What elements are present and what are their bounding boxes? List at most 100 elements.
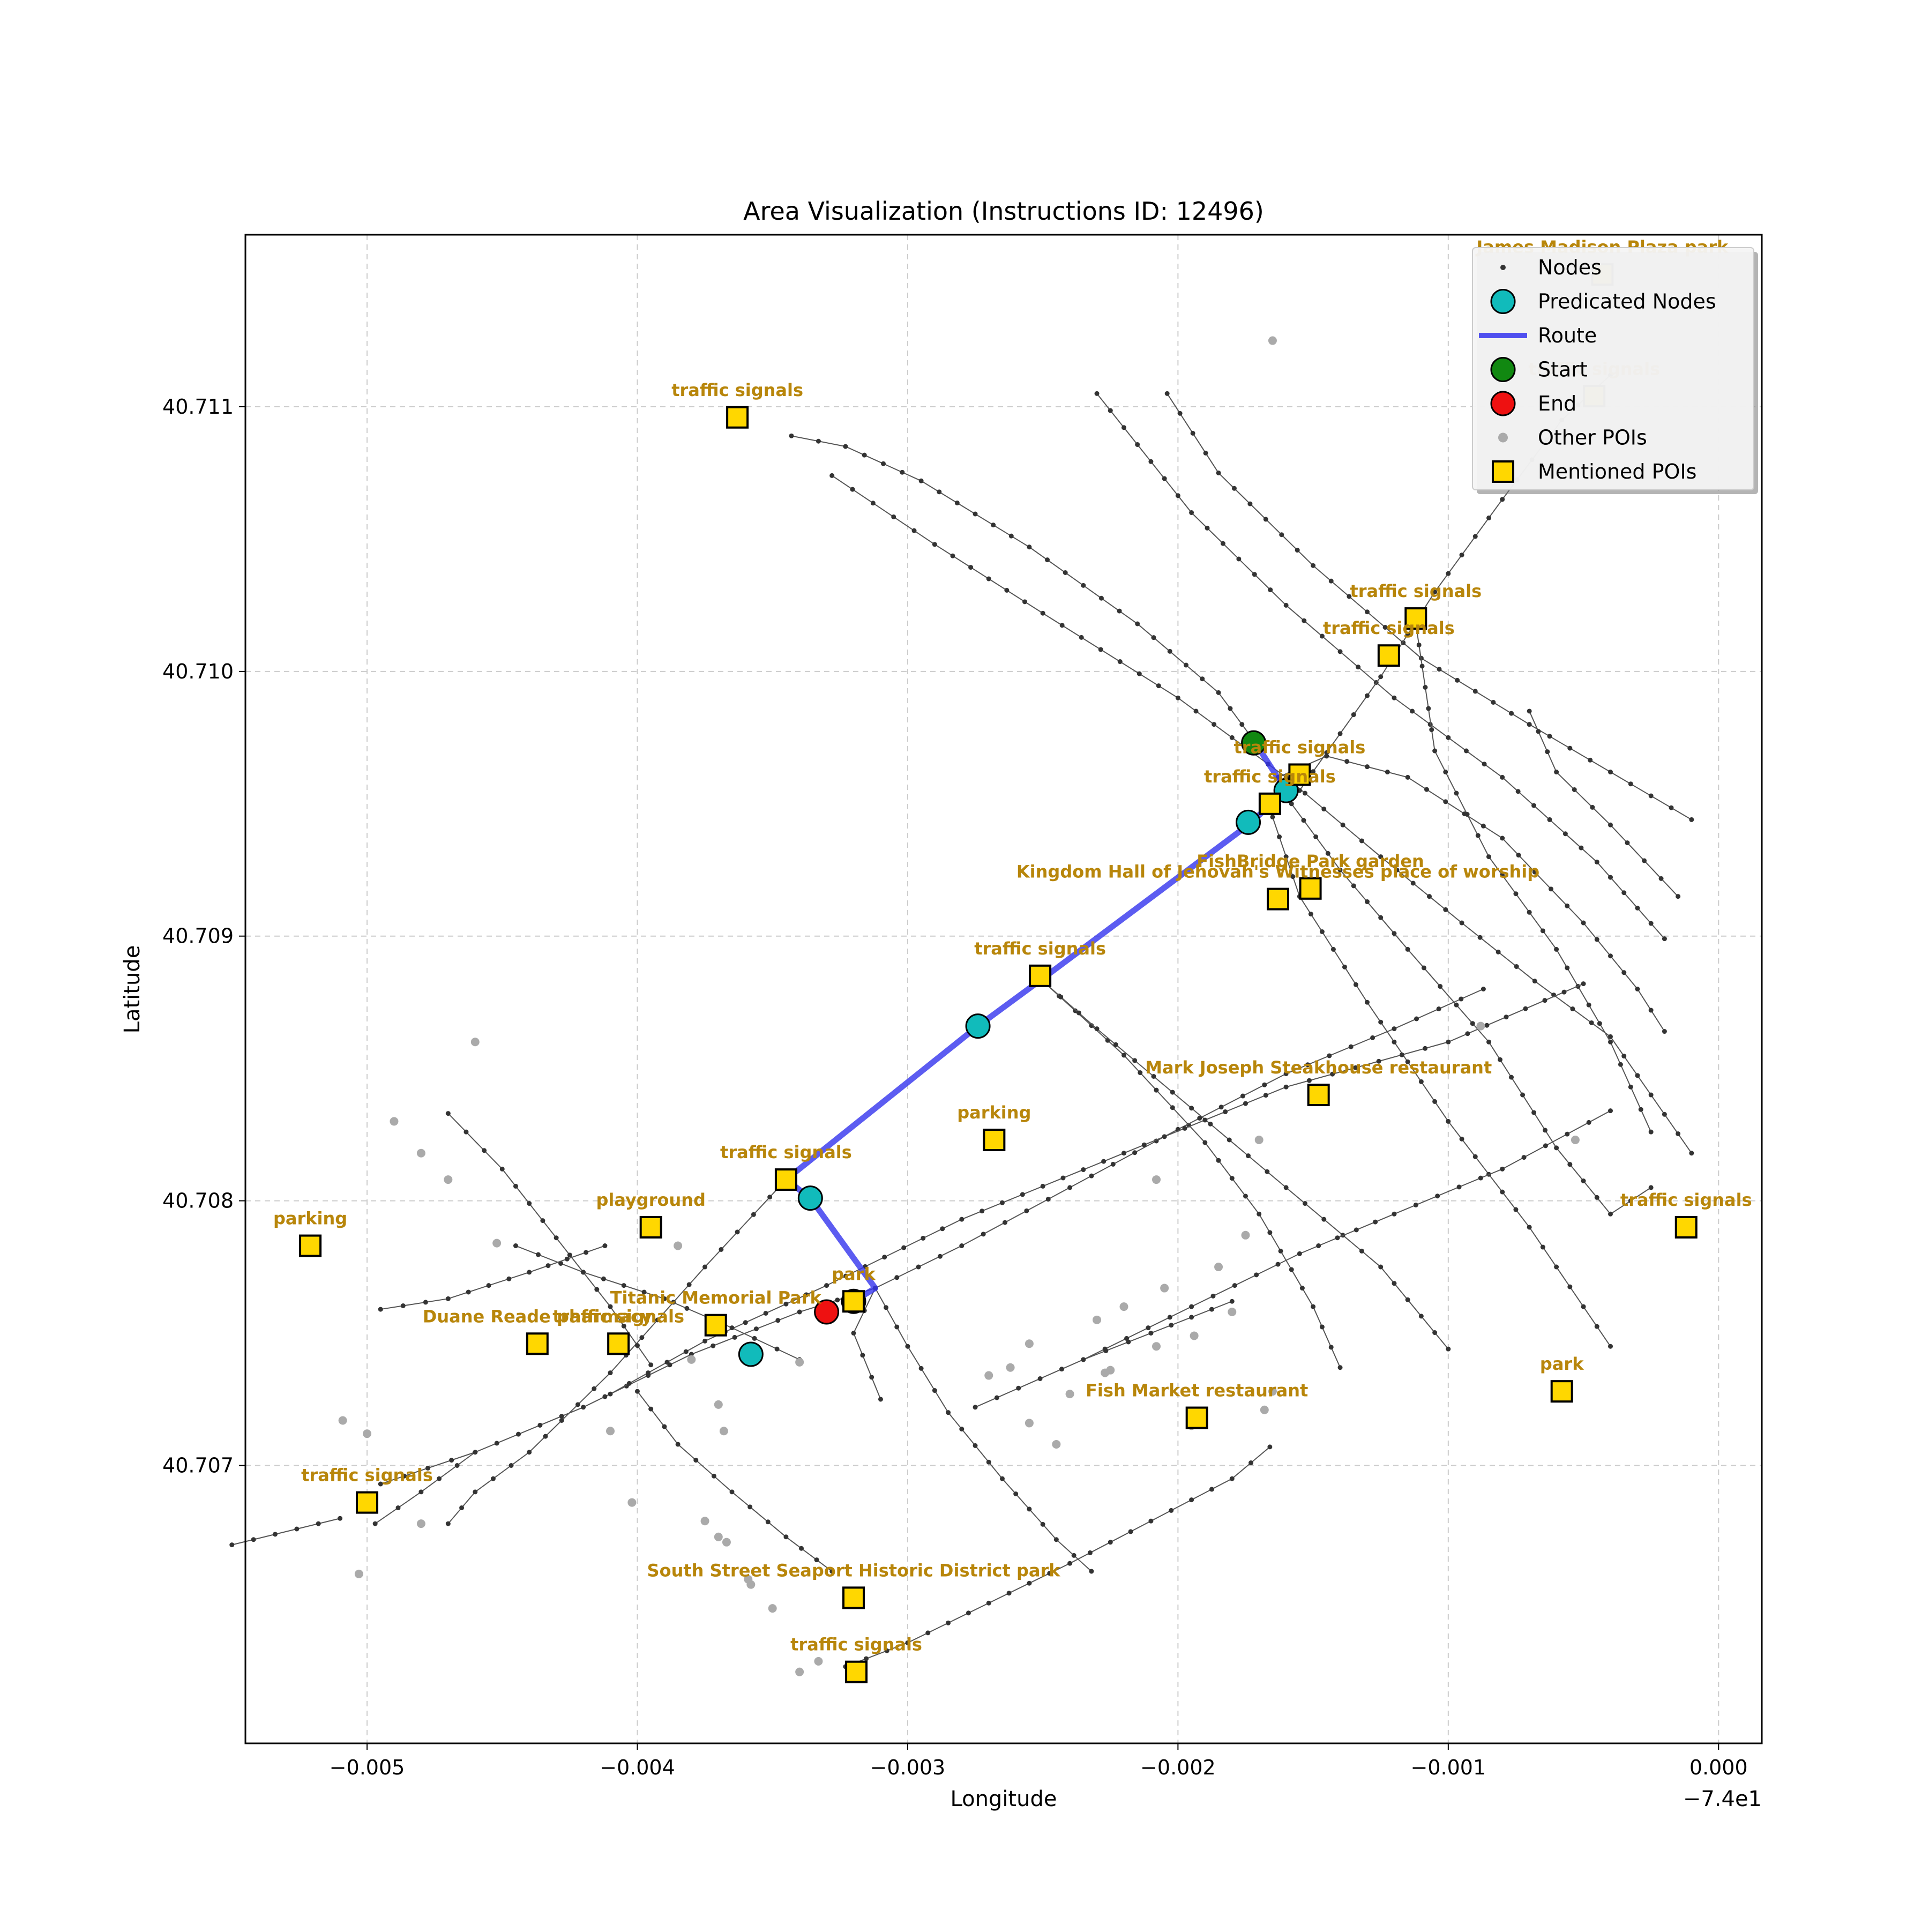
other-poi-dot — [722, 1538, 731, 1547]
legend-entry-label: Start — [1538, 358, 1588, 382]
node-dot — [1416, 642, 1422, 647]
node-dot — [1045, 1197, 1051, 1202]
node-dot — [1446, 735, 1451, 740]
node-dot — [1628, 1198, 1633, 1204]
other-poi-dot — [768, 1604, 777, 1613]
node-dot — [1324, 750, 1329, 755]
node-dot — [1311, 1304, 1316, 1309]
node-dot — [1223, 1109, 1228, 1115]
node-dot — [991, 523, 996, 528]
node-dot — [1608, 1039, 1613, 1045]
node-dot — [1581, 1178, 1586, 1184]
node-dot — [1337, 731, 1343, 736]
node-dot — [1523, 1006, 1528, 1011]
mentioned-poi-label: traffic signals — [790, 1635, 922, 1655]
other-poi-dot — [1025, 1419, 1034, 1428]
node-dot — [1586, 1002, 1591, 1008]
node-dot — [1432, 590, 1438, 595]
node-dot — [1071, 1553, 1076, 1558]
node-dot — [1658, 876, 1664, 881]
node-dot — [1277, 834, 1282, 840]
node-dot — [1289, 1267, 1294, 1272]
node-dot — [1003, 1220, 1008, 1225]
node-dot — [513, 1243, 518, 1249]
node-dot — [1410, 881, 1416, 886]
node-dot — [594, 1287, 600, 1292]
node-dot — [1344, 759, 1350, 764]
node-dot — [747, 1504, 753, 1510]
x-tick-label: 0.000 — [1689, 1756, 1748, 1779]
node-dot — [1676, 1131, 1681, 1136]
node-dot — [1648, 1129, 1654, 1135]
node-dot — [1565, 965, 1570, 971]
mentioned-poi-square — [704, 1314, 727, 1337]
other-poi-dot — [1025, 1339, 1034, 1348]
node-dot — [1138, 1070, 1143, 1076]
node-dot — [1146, 1325, 1151, 1331]
predicated-node — [797, 1185, 823, 1211]
node-dot — [1278, 1248, 1283, 1254]
other-poi-dot — [1160, 1284, 1169, 1293]
node-dot — [466, 1289, 471, 1295]
node-dot — [932, 542, 937, 547]
node-dot — [400, 1303, 406, 1308]
node-dot — [732, 1334, 737, 1340]
node-dot — [1581, 981, 1586, 987]
node-dot — [1059, 623, 1065, 628]
node-dot — [1154, 1087, 1159, 1093]
node-dot — [891, 514, 896, 519]
node-dot — [1263, 1093, 1268, 1098]
node-dot — [1454, 790, 1459, 796]
node-dot — [1676, 894, 1681, 899]
node-dot — [1364, 999, 1370, 1005]
node-dot — [816, 438, 821, 444]
node-dot — [1392, 1039, 1397, 1045]
node-dot — [870, 501, 876, 506]
node-dot — [1608, 875, 1613, 880]
node-dot — [1289, 801, 1294, 807]
node-dot — [1410, 708, 1415, 714]
node-dot — [1117, 659, 1123, 665]
node-dot — [1169, 1323, 1174, 1328]
node-dot — [1532, 979, 1537, 984]
node-dot — [418, 1489, 424, 1495]
node-dot — [1202, 1140, 1208, 1145]
other-poi-dot — [1571, 1136, 1580, 1144]
node-dot — [1197, 1116, 1202, 1121]
node-dot — [437, 1476, 442, 1481]
node-dot — [1545, 749, 1550, 755]
node-dot — [798, 1546, 804, 1551]
node-dot — [1481, 987, 1486, 991]
node-dot — [1394, 867, 1400, 872]
node-dot — [1305, 1062, 1311, 1068]
node-dot — [1265, 1169, 1270, 1174]
node-dot — [1628, 1084, 1633, 1090]
node-dot — [1087, 1550, 1093, 1555]
mentioned-poi-label: traffic signals — [671, 380, 803, 400]
node-dot — [1456, 1184, 1462, 1190]
node-dot — [1662, 1029, 1667, 1034]
node-dot — [1500, 1189, 1505, 1195]
node-dot — [1423, 1046, 1428, 1051]
node-dot — [959, 1217, 965, 1222]
node-dot — [986, 1459, 991, 1465]
node-dot — [592, 1386, 597, 1391]
node-dot — [1572, 787, 1577, 792]
node-dot — [626, 1381, 632, 1386]
predicated-node — [1236, 809, 1261, 835]
node-dot — [1570, 1006, 1575, 1012]
node-dot — [1040, 610, 1045, 616]
node-dot — [554, 1235, 559, 1241]
node-dot — [1554, 770, 1559, 775]
node-dot — [1484, 1023, 1490, 1028]
node-dot — [980, 1209, 985, 1214]
node-dot — [641, 1289, 647, 1295]
node-dot — [1311, 769, 1316, 774]
node-dot — [1189, 1304, 1194, 1309]
node-dot — [1527, 909, 1532, 915]
node-dot — [1385, 770, 1390, 775]
other-poi-dot — [1268, 336, 1277, 345]
node-dot — [1481, 823, 1486, 829]
y-tick-label: 40.710 — [162, 660, 234, 683]
